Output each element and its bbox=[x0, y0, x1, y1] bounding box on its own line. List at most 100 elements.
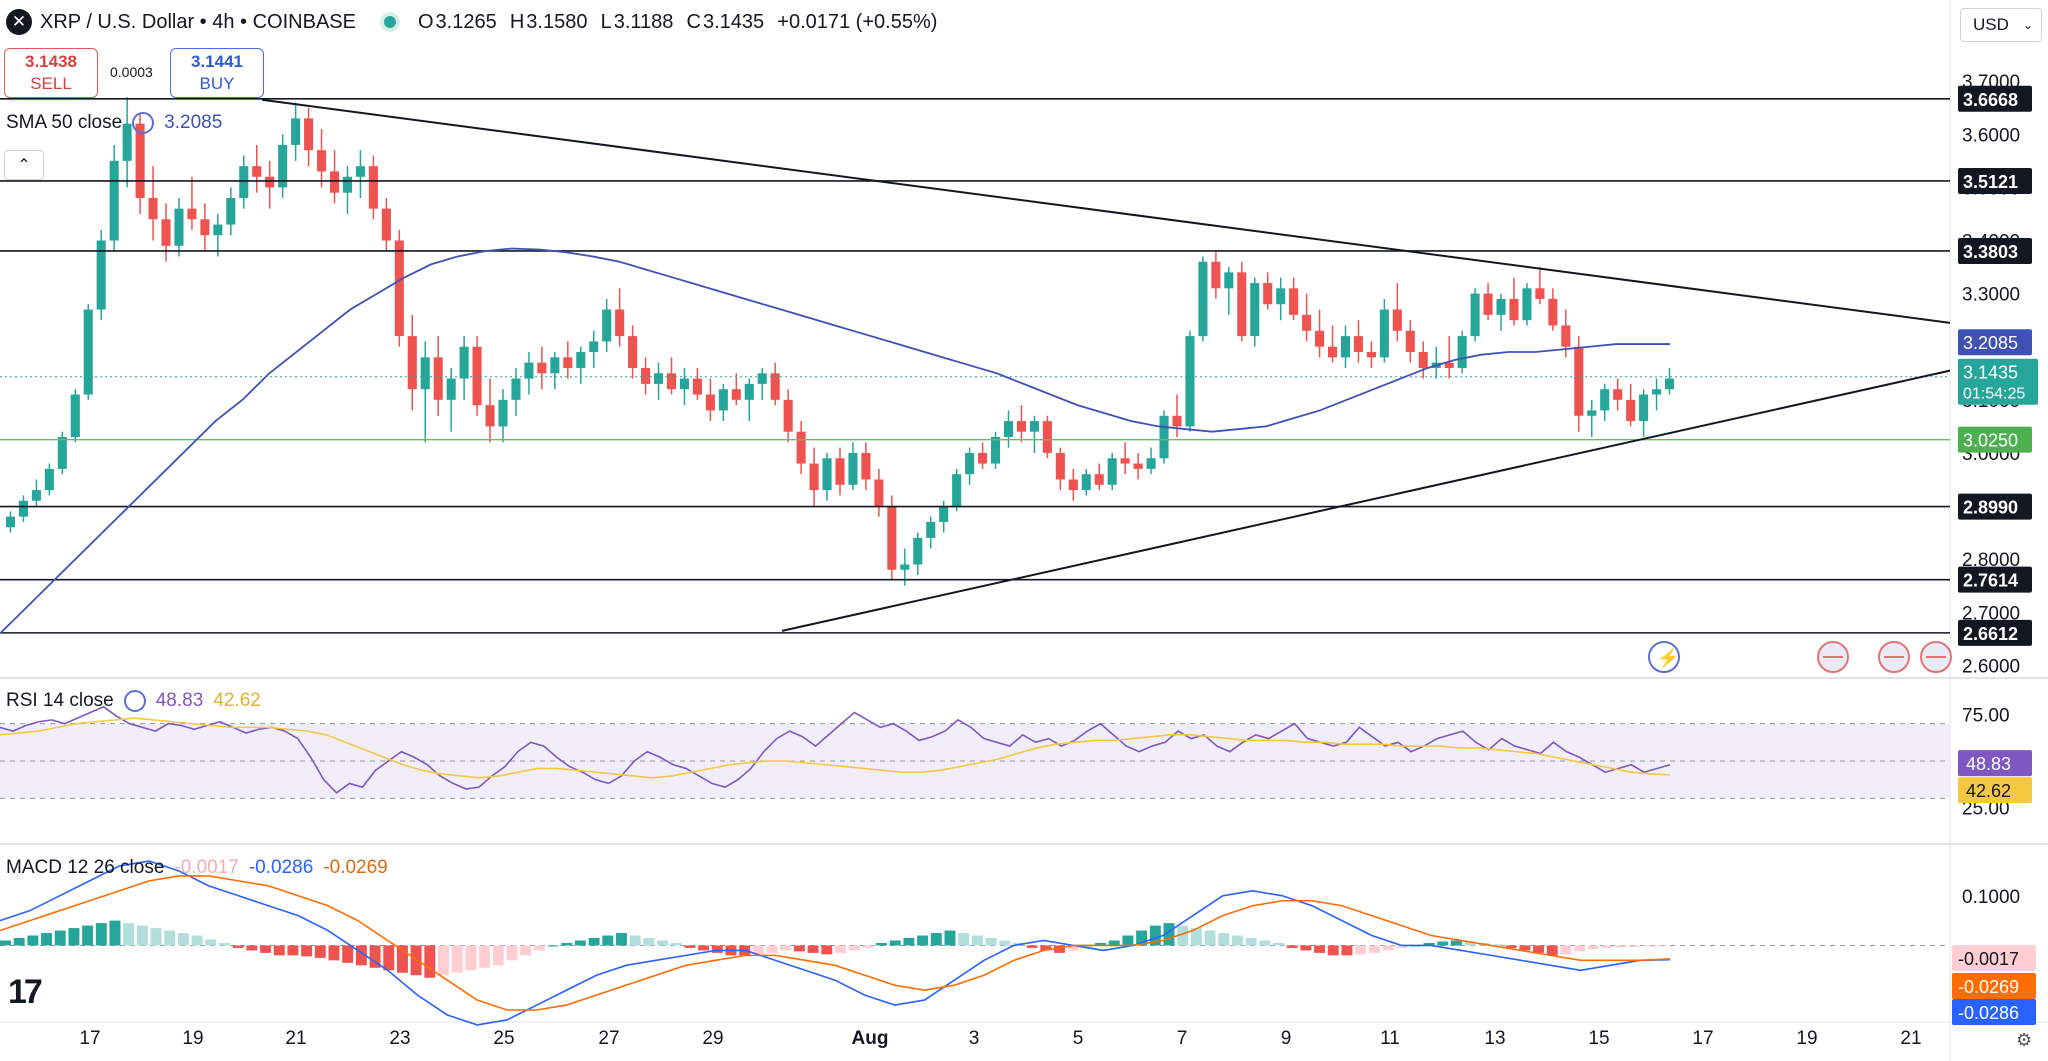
candle-body bbox=[744, 383, 754, 400]
macd-histogram-bar bbox=[862, 945, 874, 948]
candle-body bbox=[1107, 458, 1117, 485]
candle-body bbox=[1664, 378, 1675, 390]
spread-value: 0.0003 bbox=[110, 64, 153, 80]
candle-body bbox=[70, 394, 80, 438]
level-tag-label: 3.5121 bbox=[1963, 172, 2018, 192]
macd-histogram-bar bbox=[1368, 945, 1380, 953]
xrp-logo-icon: ✕ bbox=[6, 9, 32, 35]
candle-body bbox=[342, 176, 353, 193]
rsi-legend-label: RSI 14 close bbox=[6, 690, 114, 711]
macd-histogram-bar bbox=[1601, 945, 1613, 948]
macd-histogram-bar bbox=[999, 940, 1011, 946]
time-tick-label: 3 bbox=[969, 1028, 980, 1049]
macd-histogram-bar bbox=[574, 940, 586, 946]
macd-histogram-bar bbox=[287, 945, 299, 956]
macd-histogram-bar bbox=[615, 933, 627, 946]
rsi-ma-value-tag bbox=[1958, 777, 2032, 804]
buy-button[interactable]: 3.1441 BUY bbox=[170, 48, 264, 98]
currency-select[interactable]: USD ⌄ bbox=[1960, 8, 2042, 42]
macd-histogram-bar bbox=[547, 945, 559, 947]
tradingview-logo-icon[interactable]: 17 bbox=[8, 973, 43, 1011]
candle-body bbox=[1029, 421, 1039, 432]
time-tick-label: 9 bbox=[1281, 1028, 1292, 1049]
sma-value-tag-label: 3.2085 bbox=[1963, 333, 2018, 353]
time-tick-label: 21 bbox=[1900, 1028, 1921, 1049]
symbol-title[interactable]: XRP / U.S. Dollar • 4h • COINBASE bbox=[40, 10, 356, 33]
candle-body bbox=[822, 458, 832, 491]
candle-body bbox=[705, 394, 715, 411]
macd-legend[interactable]: MACD 12 26 close -0.0017 -0.0286 -0.0269 bbox=[6, 857, 388, 879]
sma-settings-icon[interactable] bbox=[132, 112, 155, 134]
collapse-chevron-icon[interactable]: ⌃ bbox=[4, 150, 44, 180]
macd-histogram-bar bbox=[68, 928, 80, 946]
candle-body bbox=[783, 399, 793, 432]
sma-legend[interactable]: SMA 50 close 3.2085 bbox=[6, 112, 222, 134]
macd-histogram-bar bbox=[1505, 945, 1517, 948]
time-tick-label: 19 bbox=[182, 1028, 203, 1049]
candle-body bbox=[952, 474, 962, 507]
macd-histogram-bar bbox=[1231, 935, 1243, 946]
candle-body bbox=[1237, 272, 1247, 337]
macd-histogram-bar bbox=[355, 945, 367, 966]
candle-body bbox=[394, 240, 404, 337]
sell-label: SELL bbox=[30, 74, 72, 93]
macd-histogram-bar bbox=[1149, 925, 1161, 946]
candle-body bbox=[978, 452, 988, 464]
candle-body bbox=[835, 458, 845, 485]
signal-legend-value: -0.0269 bbox=[323, 857, 388, 878]
candle-body bbox=[161, 219, 171, 246]
support-level-tag-label: 3.0250 bbox=[1963, 431, 2018, 451]
candle-body bbox=[368, 166, 378, 209]
macd-histogram-bar bbox=[1464, 941, 1476, 946]
candle-body bbox=[420, 357, 430, 390]
macd-histogram-bar bbox=[1122, 935, 1134, 946]
macd-histogram-bar bbox=[561, 942, 573, 946]
macd-histogram-bar bbox=[438, 945, 449, 976]
macd-histogram-bar bbox=[1615, 945, 1627, 948]
macd-histogram-bar bbox=[109, 920, 121, 946]
candle-body bbox=[381, 208, 391, 241]
candle-body bbox=[654, 373, 664, 384]
macd-histogram-bar bbox=[82, 925, 94, 946]
macd-histogram-bar bbox=[1245, 938, 1257, 946]
macd-histogram-bar bbox=[876, 942, 888, 946]
level-tag bbox=[1958, 566, 2032, 593]
macd-histogram-bar bbox=[136, 925, 148, 946]
candle-body bbox=[1496, 298, 1506, 315]
candle-body bbox=[1587, 410, 1597, 416]
macd-value-tag-label: -0.0286 bbox=[1958, 1003, 2019, 1023]
sell-button[interactable]: 3.1438 SELL bbox=[4, 48, 98, 98]
macd-histogram-bar bbox=[848, 945, 860, 951]
candle-body bbox=[265, 176, 275, 188]
macd-histogram-bar bbox=[451, 945, 463, 973]
candle-body bbox=[809, 463, 819, 491]
macd-histogram-bar bbox=[1177, 925, 1189, 946]
macd-histogram-bar bbox=[1300, 945, 1312, 951]
level-tag-label: 3.6668 bbox=[1963, 90, 2018, 110]
macd-histogram-bar bbox=[1190, 928, 1202, 946]
macd-histogram-bar bbox=[588, 938, 600, 946]
candle-body bbox=[848, 452, 858, 485]
macd-histogram-bar bbox=[396, 945, 408, 973]
candle-body bbox=[407, 336, 417, 390]
settings-icon[interactable]: ⚙ bbox=[2016, 1030, 2033, 1050]
macd-histogram-bar bbox=[629, 935, 641, 946]
time-tick-label: 23 bbox=[389, 1028, 410, 1049]
low-value: 3.1188 bbox=[613, 10, 674, 33]
level-tag-label: 2.8990 bbox=[1963, 498, 2018, 518]
candle-body bbox=[18, 500, 28, 517]
candle-body bbox=[1250, 282, 1260, 337]
level-tag bbox=[1958, 619, 2032, 646]
macd-histogram-bar bbox=[985, 938, 997, 946]
candle-body bbox=[329, 171, 340, 193]
candle-body bbox=[1470, 293, 1480, 337]
candle-body bbox=[1574, 346, 1584, 416]
candle-body bbox=[291, 118, 301, 145]
rsi-settings-icon[interactable] bbox=[123, 690, 146, 712]
candle-body bbox=[459, 346, 469, 379]
macd-histogram-bar bbox=[177, 933, 189, 946]
level-tag-label: 2.6612 bbox=[1963, 624, 2018, 644]
macd-histogram-bar bbox=[1040, 945, 1052, 951]
rsi-legend[interactable]: RSI 14 close 48.83 42.62 bbox=[6, 690, 261, 712]
